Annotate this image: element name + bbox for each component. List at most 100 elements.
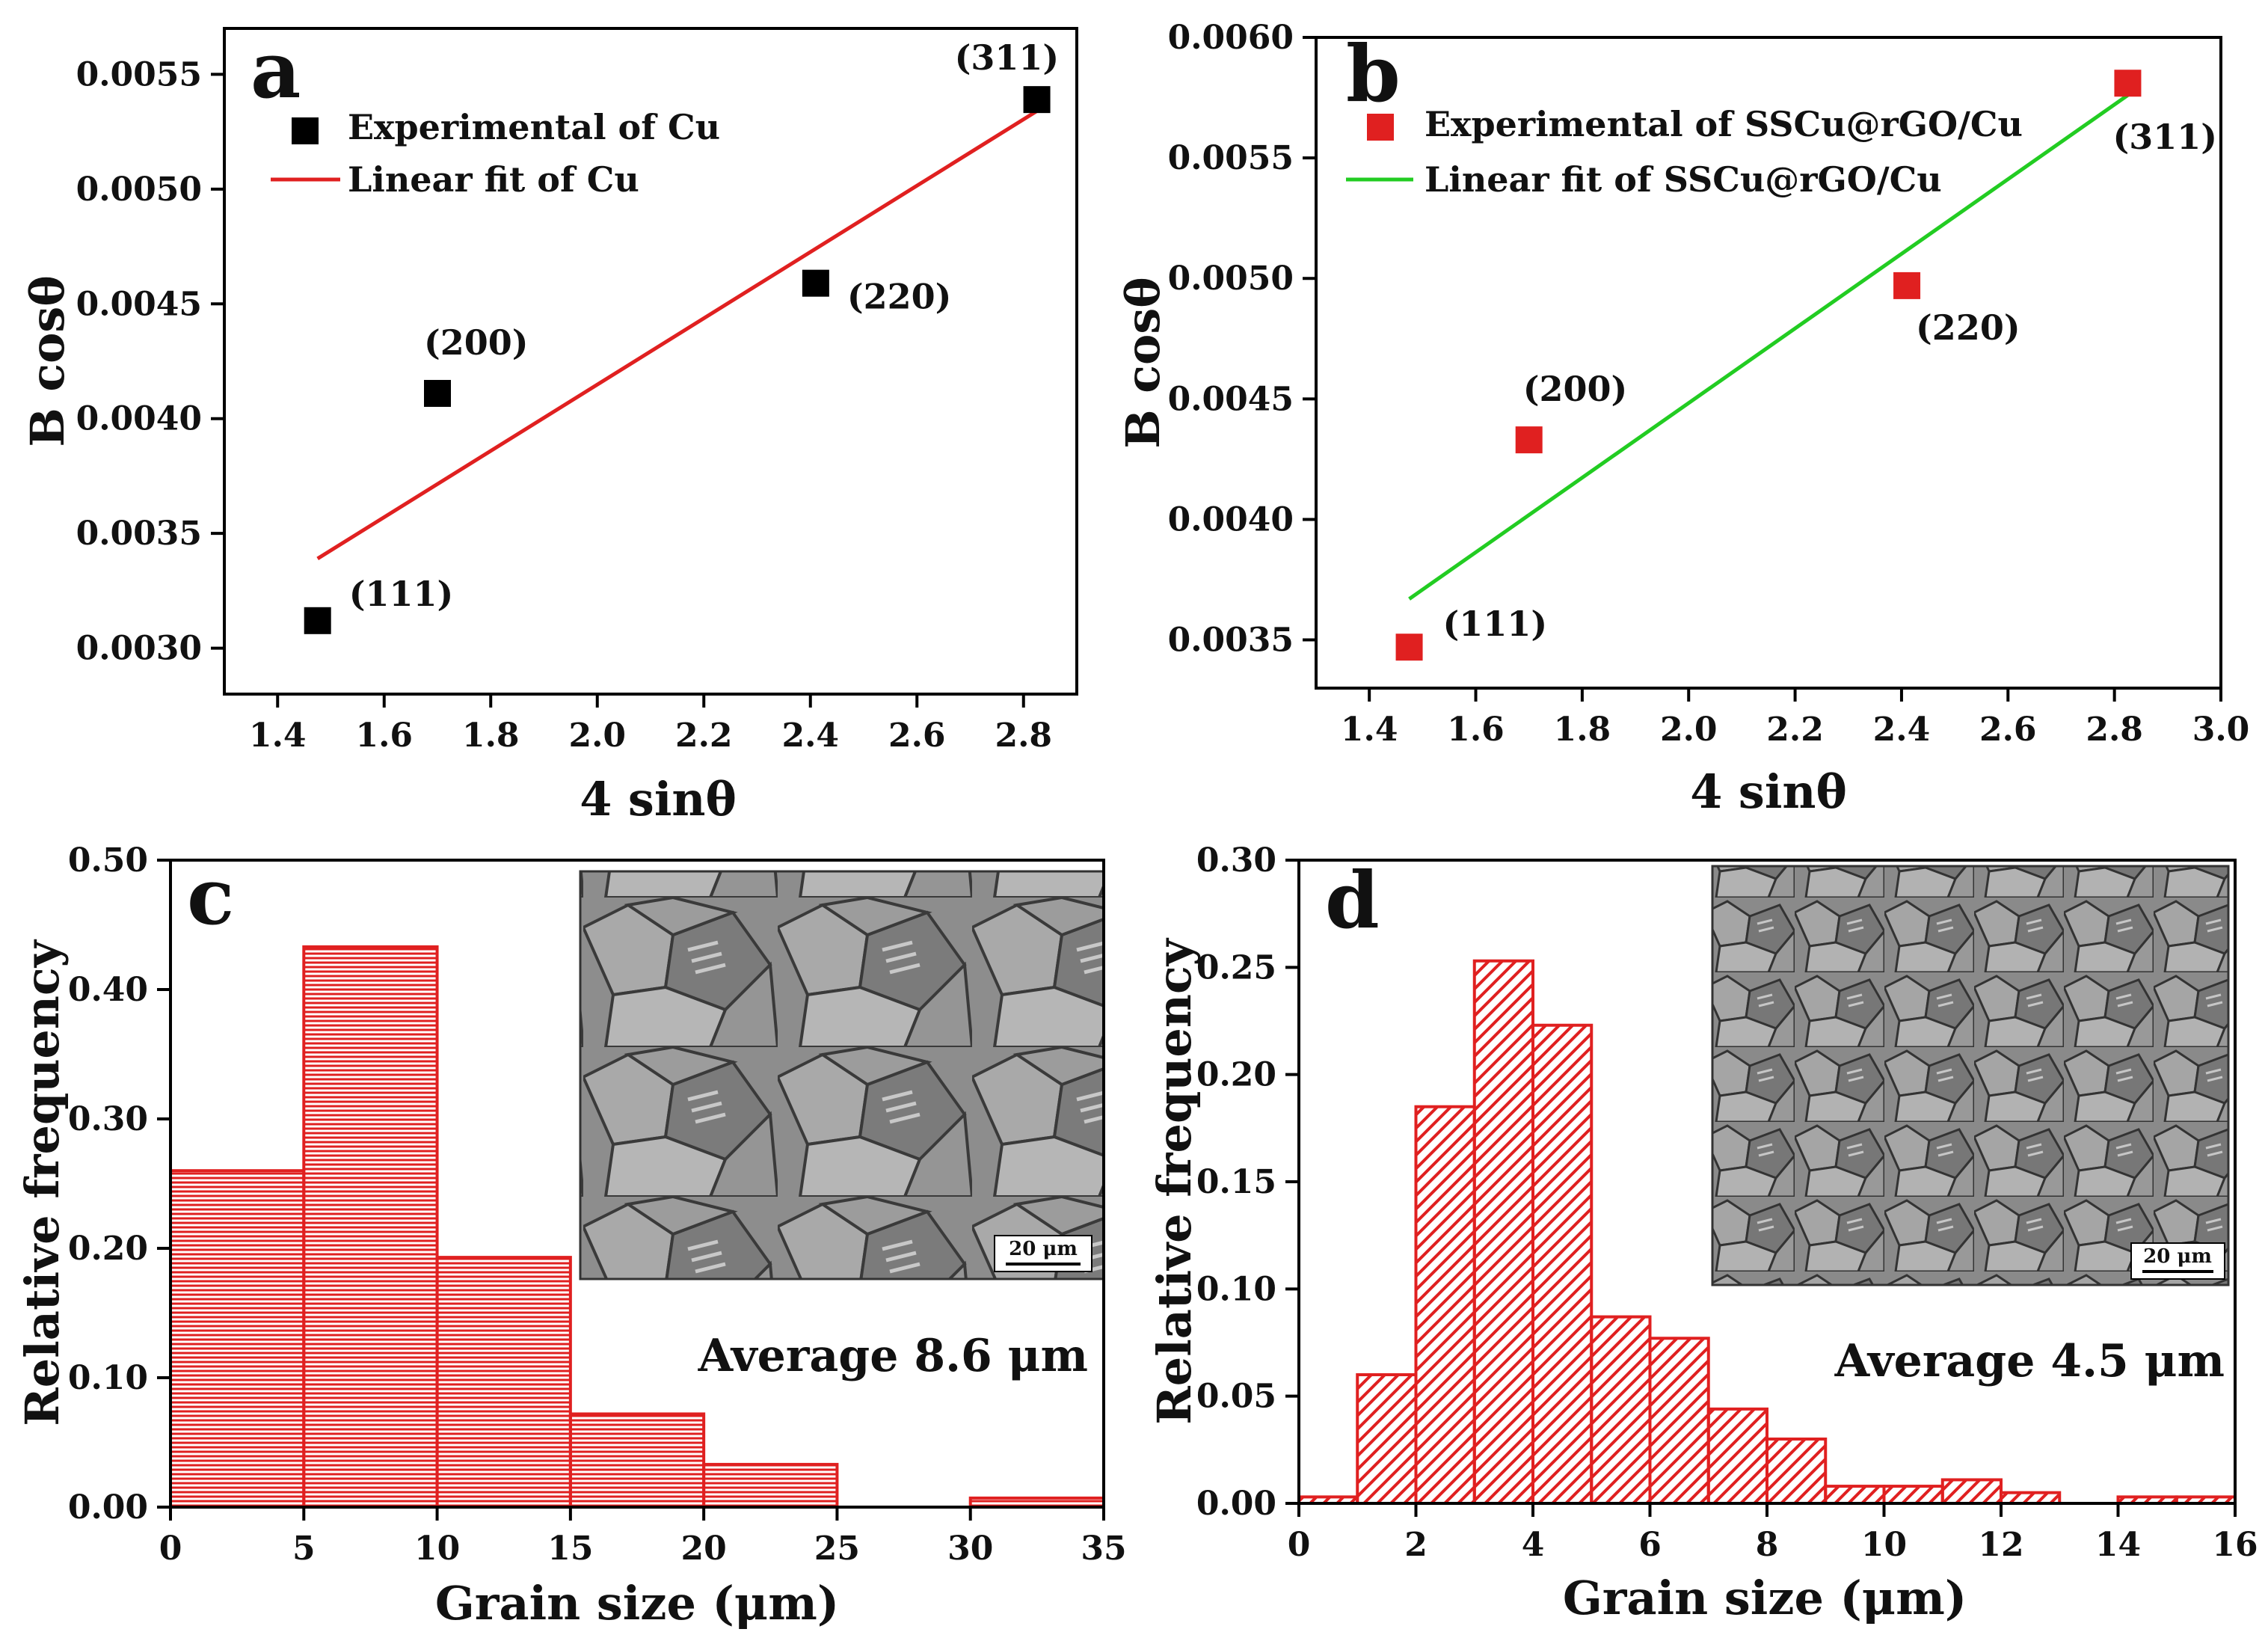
x-tick-label: 2.0 xyxy=(568,717,626,755)
y-tick-labels: 0.0030 0.0035 0.0040 0.0045 0.0050 0.0055 xyxy=(76,55,202,667)
tick-marks xyxy=(157,859,1105,1521)
y-tick-label: 0.40 xyxy=(68,971,148,1009)
legend-label-points: Experimental of SSCu@rGO/Cu xyxy=(1425,104,2023,144)
y-axis-title: Relative frequency xyxy=(15,939,70,1426)
histogram-bar xyxy=(1590,1315,1652,1505)
x-tick-label: 2.0 xyxy=(1660,711,1718,749)
panel-letter: c xyxy=(187,850,234,942)
y-tick-label: 0.0045 xyxy=(76,285,202,323)
y-tick-label: 0.0060 xyxy=(1168,19,1294,57)
x-tick-label: 3.0 xyxy=(2192,711,2250,749)
histogram-bar xyxy=(568,1412,706,1509)
legend-label-points: Experimental of Cu xyxy=(348,107,720,147)
histogram-bar xyxy=(1824,1485,1886,1505)
histogram-bar xyxy=(169,1169,306,1509)
y-tick-label: 0.0035 xyxy=(1168,622,1294,660)
bars-layer xyxy=(169,945,1105,1509)
x-tick-label: 10 xyxy=(414,1530,460,1568)
average-annotation: Average 8.6 μm xyxy=(698,1330,1088,1382)
histogram-bar xyxy=(1356,1373,1418,1505)
x-tick-label: 15 xyxy=(547,1530,593,1568)
y-tick-label: 0.15 xyxy=(1196,1163,1276,1201)
y-tick-label: 0.0030 xyxy=(76,630,202,668)
x-tick-label: 20 xyxy=(681,1530,727,1568)
x-tick-label: 35 xyxy=(1081,1530,1126,1568)
histogram-bar xyxy=(1648,1337,1710,1506)
panel-c-chart: 20 μm 0 5 10 15 20 25 30 35 0.00 0.10 0.20 0.30 0.4… xyxy=(15,841,1127,1631)
x-tick-label: 2.8 xyxy=(995,717,1052,755)
data-point xyxy=(304,607,331,634)
histogram-bar xyxy=(1472,959,1534,1505)
y-tick-labels: 0.00 0.10 0.20 0.30 0.40 0.50 xyxy=(68,841,148,1527)
x-tick-labels: 0 5 10 15 20 25 30 35 xyxy=(159,1530,1127,1568)
y-tick-label: 0.10 xyxy=(68,1359,148,1397)
panel-letter: a xyxy=(251,24,301,116)
data-point xyxy=(424,379,451,407)
bars-layer xyxy=(1297,959,2237,1506)
data-point xyxy=(802,269,829,297)
y-tick-label: 0.30 xyxy=(68,1100,148,1138)
y-tick-labels: 0.00 0.05 0.10 0.15 0.20 0.25 0.30 xyxy=(1196,841,1276,1523)
x-axis-title: 4 sinθ xyxy=(1690,764,1847,819)
tick-marks xyxy=(1303,36,2222,702)
tick-marks xyxy=(1285,859,2237,1517)
x-tick-label: 2.2 xyxy=(675,717,733,755)
fit-layer xyxy=(1408,93,2129,601)
y-tick-label: 0.0050 xyxy=(76,171,202,209)
plane-label: (111) xyxy=(349,574,454,614)
x-tick-label: 0 xyxy=(159,1530,182,1568)
data-point xyxy=(2114,70,2142,97)
x-tick-label: 2 xyxy=(1404,1526,1428,1564)
x-tick-labels: 1.4 1.6 1.8 2.0 2.2 2.4 2.6 2.8 3.0 xyxy=(1341,711,2249,749)
y-tick-label: 0.0050 xyxy=(1168,260,1294,298)
scale-bar-label: 20 μm xyxy=(2143,1245,2212,1268)
data-point xyxy=(1395,634,1423,661)
plane-label: (220) xyxy=(1916,307,2020,348)
x-axis-title: Grain size (μm) xyxy=(435,1576,839,1631)
legend-label-fit: Linear fit of Cu xyxy=(348,159,639,200)
average-annotation: Average 4.5 μm xyxy=(1834,1335,2225,1387)
fit-line xyxy=(316,109,1038,561)
plot-frame xyxy=(223,27,1078,696)
y-tick-label: 0.0035 xyxy=(76,515,202,553)
y-tick-label: 0.0045 xyxy=(1168,380,1294,418)
x-tick-label: 2.2 xyxy=(1766,711,1824,749)
panel-letter: d xyxy=(1325,854,1380,946)
micrograph-inset xyxy=(579,870,1105,1280)
legend-marker-points xyxy=(1367,114,1394,141)
y-axis-title: B cosθ xyxy=(1116,277,1170,448)
x-tick-label: 16 xyxy=(2212,1526,2258,1564)
x-tick-label: 2.4 xyxy=(781,717,839,755)
y-axis-title: B cosθ xyxy=(20,275,75,447)
y-tick-label: 0.50 xyxy=(68,841,148,880)
micrograph-inset xyxy=(1711,865,2230,1286)
y-tick-labels: 0.0035 0.0040 0.0045 0.0050 0.0055 0.0060 xyxy=(1168,19,1294,660)
y-axis-title: Relative frequency xyxy=(1147,937,1202,1424)
y-tick-label: 0.10 xyxy=(1196,1270,1276,1308)
x-tick-label: 10 xyxy=(1861,1526,1907,1564)
plane-labels: (111) (200) (220) (311) xyxy=(1443,117,2217,644)
histogram-bar xyxy=(1706,1407,1768,1506)
plane-labels: (111) (200) (220) (311) xyxy=(349,37,1059,614)
histogram-bar xyxy=(435,1256,572,1509)
x-tick-label: 1.8 xyxy=(1554,711,1611,749)
y-tick-label: 0.0055 xyxy=(76,55,202,93)
x-tick-label: 2.6 xyxy=(1979,711,2037,749)
panel-b-chart: 1.4 1.6 1.8 2.0 2.2 2.4 2.6 2.8 3.0 0.0035 0.0040… xyxy=(1116,19,2249,819)
plane-label: (111) xyxy=(1443,604,1548,644)
panel-letter: b xyxy=(1346,28,1401,120)
y-tick-label: 0.25 xyxy=(1196,948,1276,987)
x-tick-labels: 1.4 1.6 1.8 2.0 2.2 2.4 2.6 2.8 xyxy=(249,717,1052,755)
x-axis-title: Grain size (μm) xyxy=(1563,1571,1967,1625)
histogram-bar xyxy=(1414,1105,1476,1505)
y-tick-label: 0.0055 xyxy=(1168,139,1294,177)
x-tick-label: 5 xyxy=(292,1530,316,1568)
y-tick-label: 0.20 xyxy=(1196,1056,1276,1094)
tick-marks xyxy=(211,73,1025,708)
x-tick-label: 1.4 xyxy=(1341,711,1398,749)
x-tick-label: 12 xyxy=(1978,1526,2023,1564)
histogram-bar xyxy=(702,1462,839,1509)
x-tick-label: 1.6 xyxy=(355,717,413,755)
y-tick-label: 0.00 xyxy=(68,1488,148,1527)
y-tick-label: 0.0040 xyxy=(1168,500,1294,539)
